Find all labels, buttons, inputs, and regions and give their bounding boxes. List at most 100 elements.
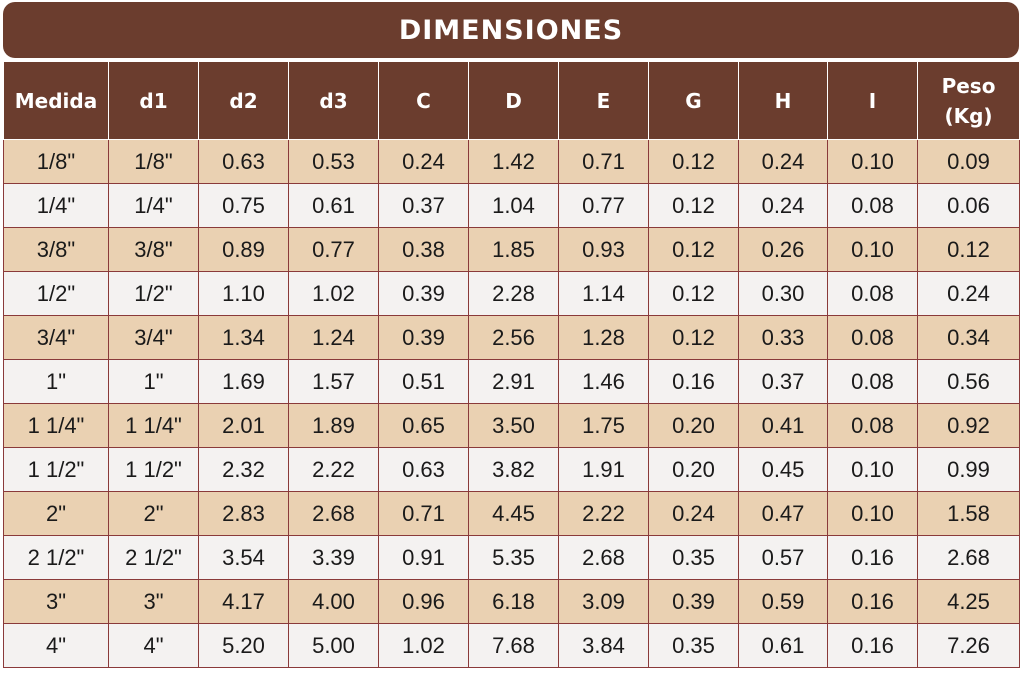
cell-peso: 0.99 (917, 447, 1020, 492)
cell-c: 1.02 (378, 623, 469, 668)
cell-d2: 1.34 (198, 315, 289, 360)
cell-e: 0.93 (558, 227, 649, 272)
header-h: H (738, 61, 828, 140)
cell-d2: 2.83 (198, 491, 289, 536)
cell-e: 1.14 (558, 271, 649, 316)
cell-d3: 0.61 (288, 183, 379, 228)
cell-d1: 3/8" (108, 227, 199, 272)
cell-c: 0.96 (378, 579, 469, 624)
cell-peso: 0.56 (917, 359, 1020, 404)
cell-g: 0.20 (648, 403, 739, 448)
header-d1: d1 (108, 61, 199, 140)
cell-g: 0.12 (648, 271, 739, 316)
cell-d: 3.82 (468, 447, 559, 492)
cell-e: 1.46 (558, 359, 649, 404)
cell-d1: 3" (108, 579, 199, 624)
cell-d2: 0.63 (198, 139, 289, 184)
cell-e: 1.28 (558, 315, 649, 360)
cell-d1: 1/2" (108, 271, 199, 316)
header-peso: Peso (Kg) (917, 61, 1020, 140)
cell-d1: 2" (108, 491, 199, 536)
cell-medida: 4" (3, 623, 109, 668)
cell-e: 2.68 (558, 535, 649, 580)
cell-medida: 2" (3, 491, 109, 536)
cell-i: 0.08 (827, 315, 918, 360)
cell-peso: 2.68 (917, 535, 1020, 580)
header-medida: Medida (3, 61, 109, 140)
cell-e: 2.22 (558, 491, 649, 536)
cell-h: 0.61 (738, 623, 828, 668)
cell-medida: 1 1/2" (3, 447, 109, 492)
cell-h: 0.41 (738, 403, 828, 448)
header-d: D (468, 61, 559, 140)
cell-d: 3.50 (468, 403, 559, 448)
cell-c: 0.38 (378, 227, 469, 272)
cell-d3: 2.68 (288, 491, 379, 536)
cell-d2: 4.17 (198, 579, 289, 624)
table-row: 4" 4" 5.20 5.00 1.02 7.68 3.84 0.35 0.61 0.16 7.26 (3, 623, 1020, 668)
cell-g: 0.20 (648, 447, 739, 492)
cell-h: 0.24 (738, 139, 828, 184)
cell-medida: 1/4" (3, 183, 109, 228)
cell-h: 0.37 (738, 359, 828, 404)
cell-h: 0.59 (738, 579, 828, 624)
table-row: 2" 2" 2.83 2.68 0.71 4.45 2.22 0.24 0.47 0.10 1.58 (3, 491, 1020, 536)
cell-peso: 0.09 (917, 139, 1020, 184)
cell-i: 0.16 (827, 535, 918, 580)
cell-g: 0.35 (648, 623, 739, 668)
cell-medida: 1/2" (3, 271, 109, 316)
cell-d2: 5.20 (198, 623, 289, 668)
cell-medida: 1/8" (3, 139, 109, 184)
header-d3: d3 (288, 61, 379, 140)
cell-d3: 1.57 (288, 359, 379, 404)
table-header-row: Medida d1 d2 d3 C D E G H I Peso (Kg) (3, 61, 1020, 140)
cell-c: 0.63 (378, 447, 469, 492)
cell-d: 1.85 (468, 227, 559, 272)
cell-c: 0.39 (378, 315, 469, 360)
cell-d: 4.45 (468, 491, 559, 536)
cell-i: 0.08 (827, 403, 918, 448)
table-row: 1/2" 1/2" 1.10 1.02 0.39 2.28 1.14 0.12 0.30 0.08… (3, 271, 1020, 316)
cell-i: 0.08 (827, 359, 918, 404)
header-e: E (558, 61, 649, 140)
cell-g: 0.39 (648, 579, 739, 624)
cell-d: 7.68 (468, 623, 559, 668)
cell-g: 0.12 (648, 183, 739, 228)
cell-i: 0.10 (827, 447, 918, 492)
cell-d2: 0.89 (198, 227, 289, 272)
cell-h: 0.24 (738, 183, 828, 228)
cell-d: 1.42 (468, 139, 559, 184)
cell-d2: 1.69 (198, 359, 289, 404)
cell-peso: 0.06 (917, 183, 1020, 228)
table-row: 3/8" 3/8" 0.89 0.77 0.38 1.85 0.93 0.12 0.26 0.10… (3, 227, 1020, 272)
cell-i: 0.10 (827, 227, 918, 272)
cell-e: 1.91 (558, 447, 649, 492)
cell-g: 0.12 (648, 315, 739, 360)
cell-h: 0.47 (738, 491, 828, 536)
table-row: 3/4" 3/4" 1.34 1.24 0.39 2.56 1.28 0.12 0.33 0.08… (3, 315, 1020, 360)
cell-c: 0.37 (378, 183, 469, 228)
cell-d1: 1 1/2" (108, 447, 199, 492)
cell-peso: 0.92 (917, 403, 1020, 448)
cell-medida: 1" (3, 359, 109, 404)
cell-d3: 2.22 (288, 447, 379, 492)
cell-e: 0.71 (558, 139, 649, 184)
header-d2: d2 (198, 61, 289, 140)
cell-g: 0.12 (648, 139, 739, 184)
cell-d1: 4" (108, 623, 199, 668)
cell-d2: 3.54 (198, 535, 289, 580)
cell-h: 0.33 (738, 315, 828, 360)
table-row: 1 1/2" 1 1/2" 2.32 2.22 0.63 3.82 1.91 0.20 0.45… (3, 447, 1020, 492)
cell-peso: 0.24 (917, 271, 1020, 316)
table-title: DIMENSIONES (3, 2, 1019, 58)
cell-d1: 1 1/4" (108, 403, 199, 448)
table-row: 2 1/2" 2 1/2" 3.54 3.39 0.91 5.35 2.68 0.35 0.57… (3, 535, 1020, 580)
cell-c: 0.51 (378, 359, 469, 404)
cell-d: 2.28 (468, 271, 559, 316)
cell-medida: 3" (3, 579, 109, 624)
cell-h: 0.30 (738, 271, 828, 316)
cell-c: 0.24 (378, 139, 469, 184)
cell-d3: 1.24 (288, 315, 379, 360)
cell-i: 0.08 (827, 271, 918, 316)
